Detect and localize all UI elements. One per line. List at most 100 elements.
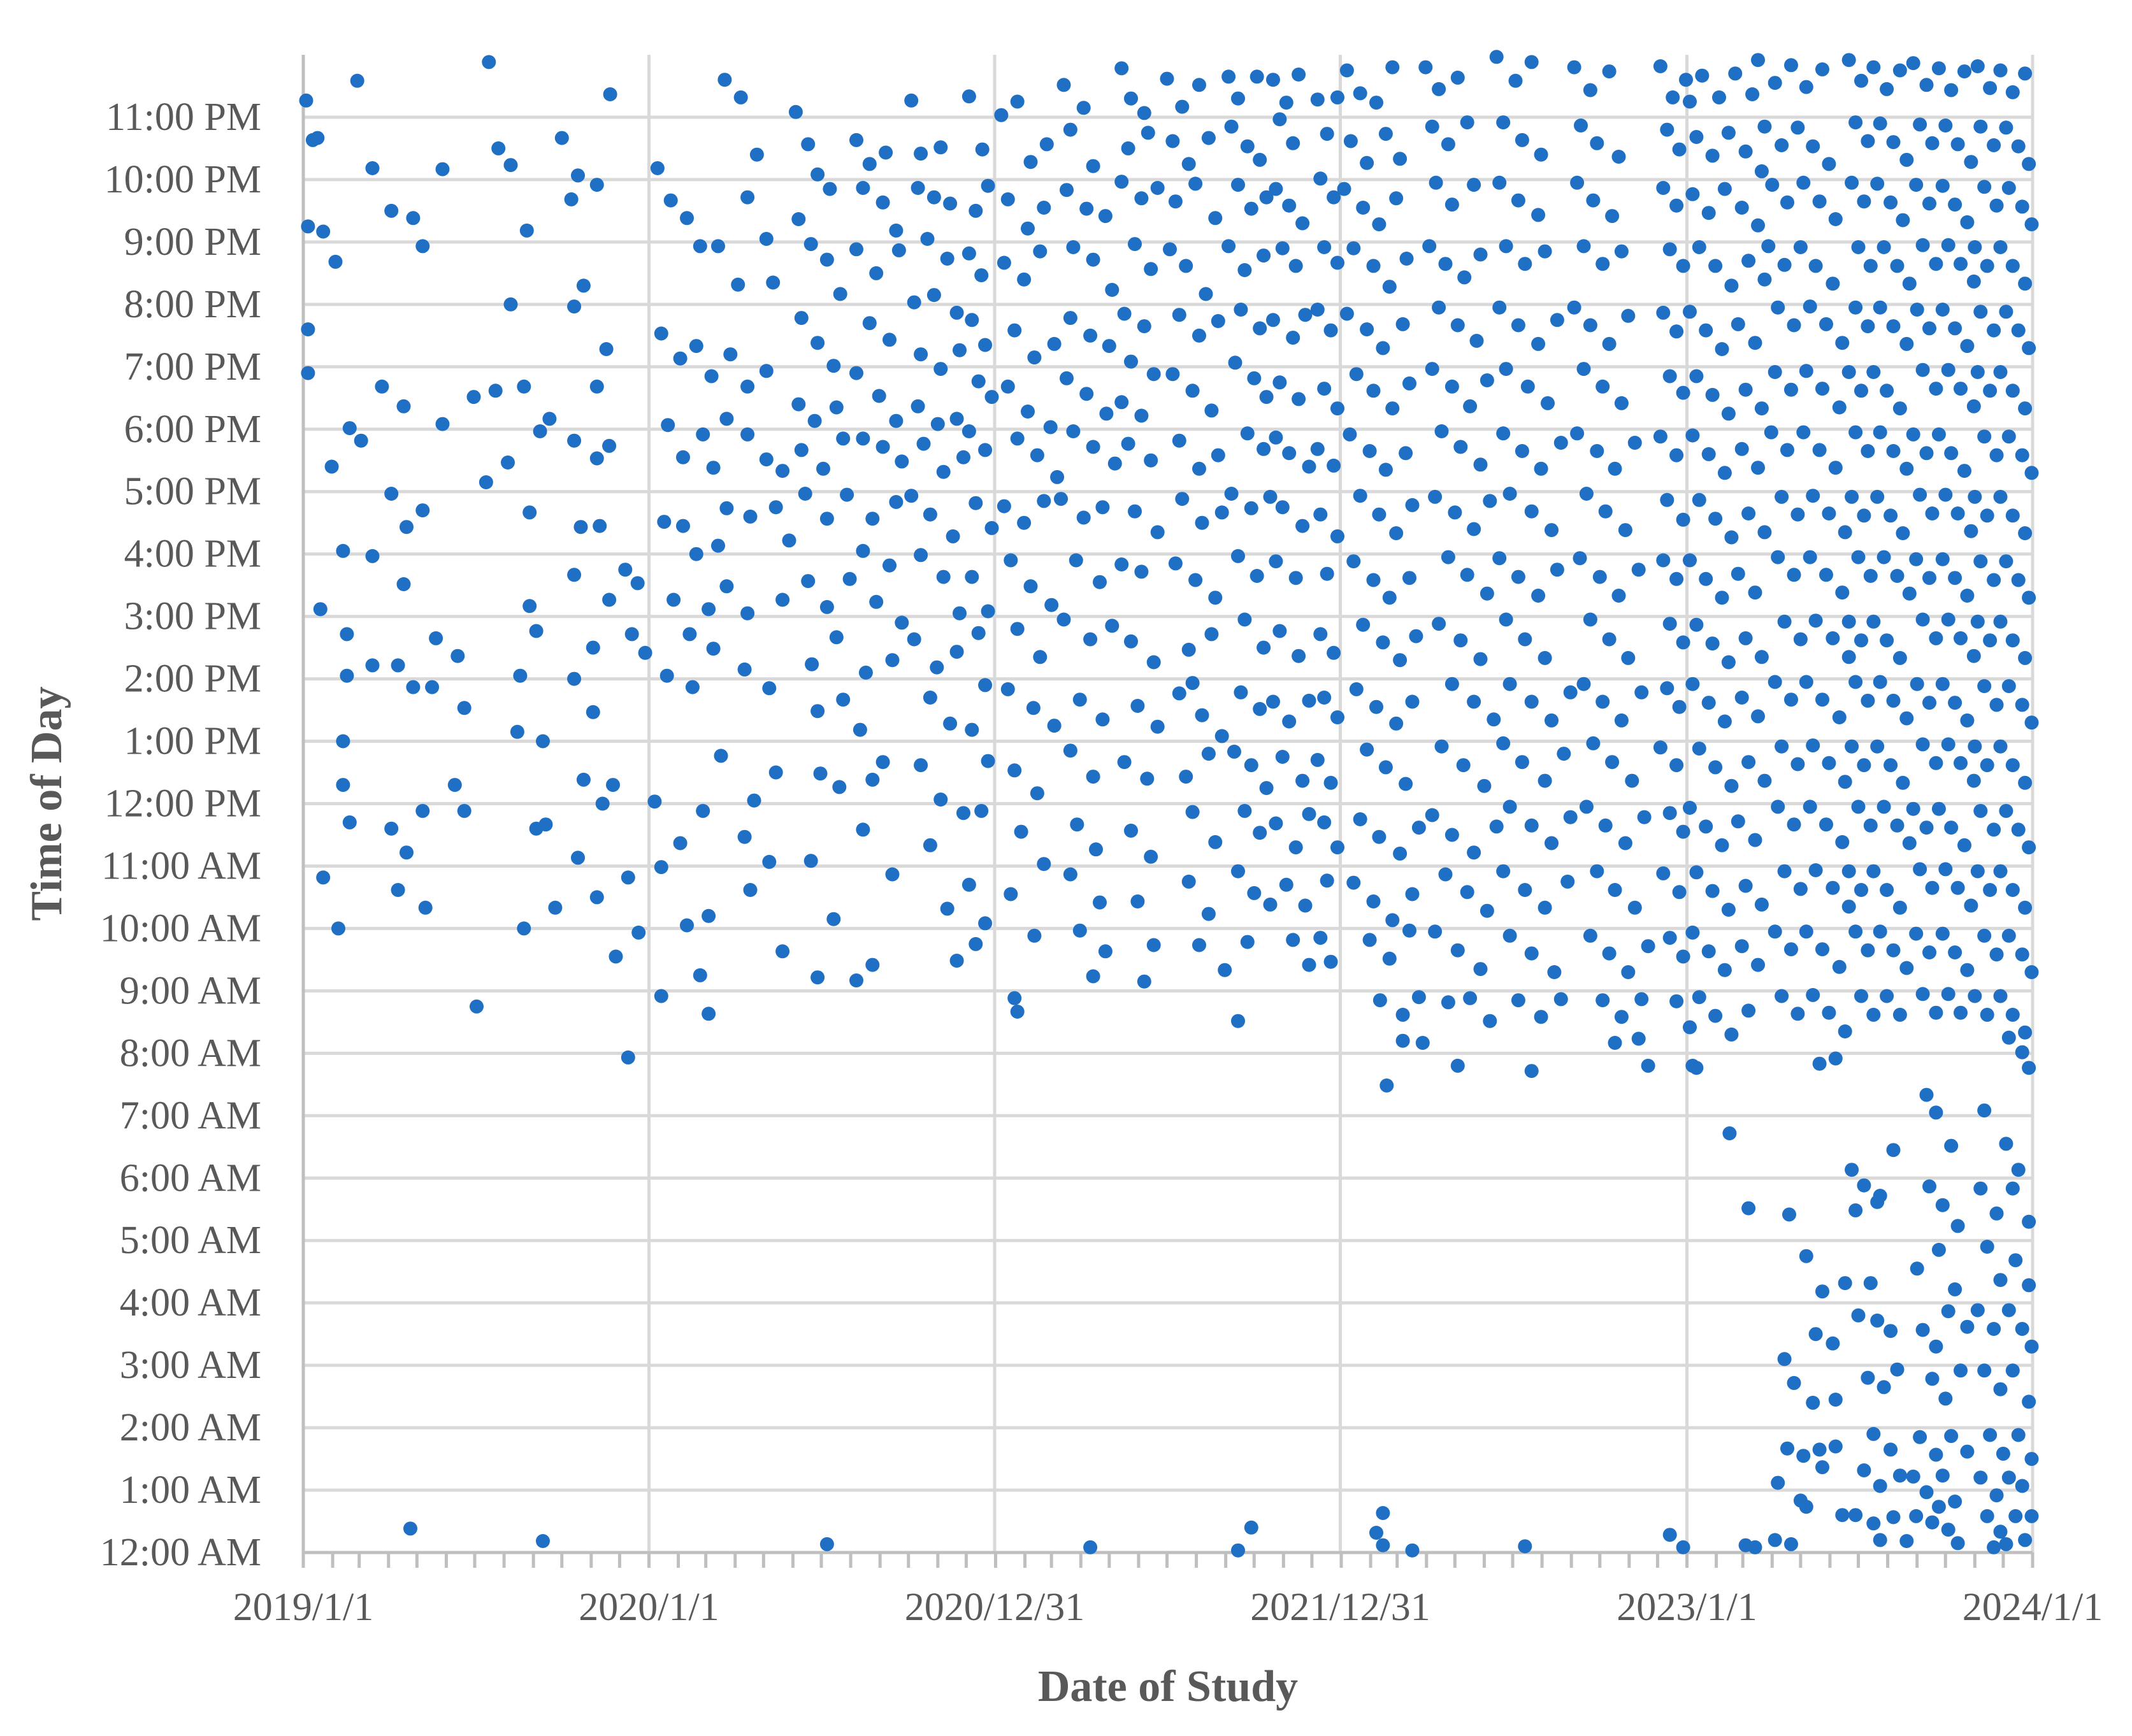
data-point bbox=[1524, 818, 1539, 833]
data-point bbox=[1880, 384, 1894, 398]
data-point bbox=[1010, 622, 1025, 636]
data-point bbox=[1741, 506, 1756, 520]
data-point bbox=[1150, 719, 1165, 734]
data-point bbox=[1224, 119, 1239, 134]
data-point bbox=[536, 1534, 550, 1548]
data-point bbox=[1438, 257, 1453, 271]
data-point bbox=[914, 548, 928, 563]
data-point bbox=[1796, 175, 1811, 190]
data-point bbox=[949, 645, 964, 659]
data-point bbox=[965, 570, 979, 584]
data-point bbox=[2005, 883, 2020, 897]
data-point bbox=[1492, 175, 1507, 190]
data-point bbox=[914, 147, 928, 161]
data-point bbox=[1970, 59, 1985, 73]
data-point bbox=[1124, 91, 1138, 106]
data-point bbox=[1023, 579, 1038, 594]
data-point bbox=[340, 627, 354, 642]
data-point bbox=[1518, 632, 1532, 647]
data-point bbox=[1026, 701, 1041, 715]
data-point bbox=[435, 162, 450, 176]
data-point bbox=[1231, 91, 1245, 106]
data-point bbox=[1534, 461, 1548, 476]
data-point bbox=[740, 190, 755, 204]
data-point bbox=[1007, 991, 1022, 1005]
data-point bbox=[1683, 94, 1697, 109]
data-point bbox=[1337, 182, 1351, 196]
data-point bbox=[1861, 1370, 1875, 1385]
data-point bbox=[1787, 817, 1801, 832]
data-point bbox=[533, 424, 547, 438]
x-tick-label: 2023/1/1 bbox=[1617, 1586, 1757, 1629]
data-point bbox=[933, 362, 948, 377]
data-point bbox=[1977, 429, 1992, 444]
data-point bbox=[1496, 115, 1511, 130]
data-point bbox=[1734, 201, 1749, 215]
data-point bbox=[856, 822, 870, 837]
data-point bbox=[609, 949, 623, 964]
data-point bbox=[1660, 492, 1675, 507]
data-point bbox=[1538, 900, 1552, 915]
data-point bbox=[1941, 737, 1956, 752]
data-point bbox=[1701, 944, 1716, 959]
data-point bbox=[1757, 773, 1772, 788]
data-point bbox=[875, 755, 890, 770]
data-point bbox=[1214, 505, 1229, 520]
data-point bbox=[542, 412, 557, 426]
data-point bbox=[1689, 130, 1704, 144]
data-point bbox=[1701, 696, 1716, 710]
data-point bbox=[1369, 699, 1383, 714]
data-point bbox=[1432, 82, 1446, 96]
data-point bbox=[1925, 506, 1940, 520]
data-point bbox=[1538, 244, 1552, 259]
data-point bbox=[1922, 321, 1936, 336]
data-point bbox=[1093, 895, 1107, 910]
data-point bbox=[1793, 240, 1808, 254]
data-point bbox=[1799, 80, 1813, 94]
data-point bbox=[1876, 1380, 1891, 1395]
data-point bbox=[522, 505, 537, 520]
data-point bbox=[1787, 318, 1801, 333]
data-point bbox=[1179, 770, 1193, 784]
data-point bbox=[2011, 1163, 2026, 1177]
data-point bbox=[1310, 441, 1325, 456]
data-point bbox=[1432, 617, 1446, 631]
data-point bbox=[933, 140, 948, 155]
data-point bbox=[1117, 306, 1132, 321]
data-point bbox=[1938, 862, 1953, 877]
data-point bbox=[1621, 650, 1636, 665]
data-point bbox=[1047, 336, 1062, 351]
data-point bbox=[1292, 649, 1306, 663]
data-point bbox=[1259, 781, 1274, 795]
data-point bbox=[962, 424, 976, 438]
data-point bbox=[810, 970, 825, 985]
data-point bbox=[1873, 300, 1887, 315]
data-point bbox=[2015, 1479, 2029, 1493]
y-tick-label: 1:00 PM bbox=[124, 720, 261, 763]
data-point bbox=[1366, 894, 1381, 908]
data-point bbox=[1487, 712, 1501, 727]
data-point bbox=[956, 806, 970, 821]
data-point bbox=[1948, 321, 1963, 336]
data-point bbox=[1124, 823, 1138, 838]
data-point bbox=[1117, 755, 1132, 770]
data-point bbox=[1941, 612, 1956, 627]
data-point bbox=[1931, 427, 1946, 441]
data-point bbox=[1060, 183, 1074, 197]
data-point bbox=[997, 255, 1011, 270]
data-point bbox=[1950, 1219, 1965, 1233]
data-point bbox=[1775, 489, 1789, 504]
data-point bbox=[1738, 631, 1753, 645]
data-point bbox=[743, 883, 758, 897]
data-point bbox=[1327, 458, 1341, 473]
data-point bbox=[1866, 1007, 1881, 1022]
data-point bbox=[1806, 738, 1820, 753]
data-point bbox=[1399, 252, 1414, 266]
data-point bbox=[1970, 365, 1985, 379]
data-point bbox=[2022, 1395, 2036, 1409]
y-tick-label: 6:00 PM bbox=[124, 408, 261, 451]
data-point bbox=[1618, 523, 1632, 538]
data-point bbox=[1602, 946, 1617, 961]
data-point bbox=[949, 412, 964, 426]
data-point bbox=[1799, 924, 1813, 939]
